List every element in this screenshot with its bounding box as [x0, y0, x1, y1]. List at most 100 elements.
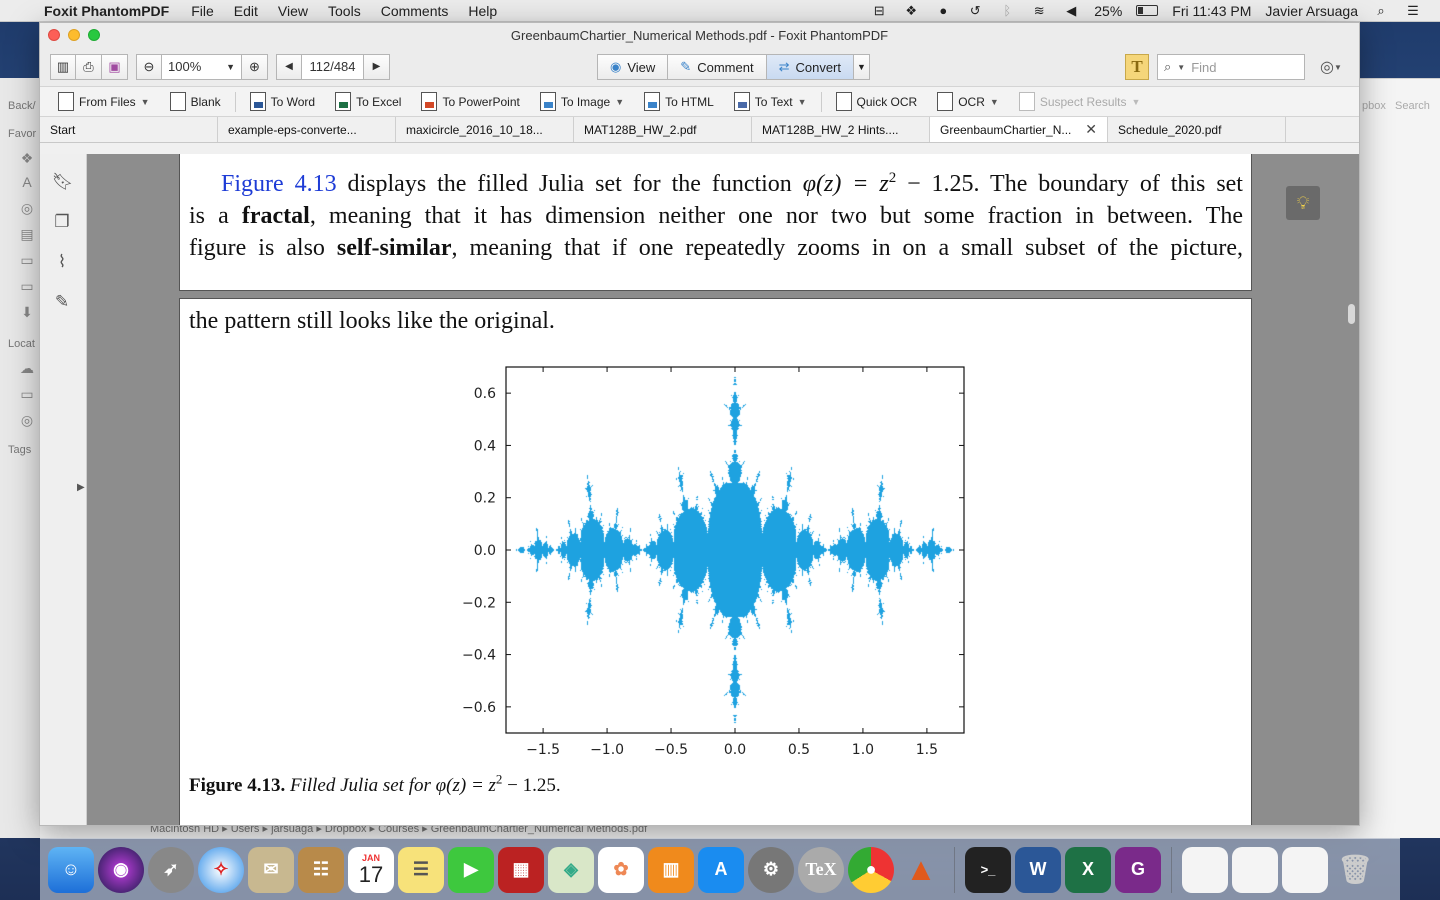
- next-page-button[interactable]: ▶: [364, 53, 390, 80]
- documents-icon[interactable]: ▤: [20, 226, 34, 242]
- menu-file[interactable]: File: [191, 2, 214, 19]
- photos-icon[interactable]: ✿: [598, 846, 644, 893]
- figure-link[interactable]: Figure 4.13: [221, 171, 337, 197]
- applications-icon[interactable]: A: [22, 174, 32, 190]
- tab-schedule[interactable]: Schedule_2020.pdf: [1108, 117, 1286, 142]
- to-html-button[interactable]: To HTML: [636, 90, 722, 114]
- trash-icon[interactable]: 🗑︎: [1337, 854, 1373, 885]
- notes-icon[interactable]: ☰: [398, 846, 444, 893]
- to-powerpoint-button[interactable]: To PowerPoint: [413, 90, 527, 114]
- contacts-icon[interactable]: ☷: [298, 846, 344, 893]
- safari-icon[interactable]: ✧: [198, 846, 244, 893]
- chrome-icon[interactable]: ●: [848, 846, 894, 893]
- to-excel-button[interactable]: To Excel: [327, 90, 409, 114]
- bluetooth-icon[interactable]: ᛒ: [1003, 2, 1012, 18]
- find-input[interactable]: ⌕ ▼ Find: [1157, 54, 1305, 80]
- zoom-out-button[interactable]: ⊖: [136, 53, 162, 80]
- comments-icon[interactable]: ✎: [54, 292, 70, 311]
- finder-back-label[interactable]: Back/: [8, 100, 36, 112]
- time-machine-icon[interactable]: ↺: [969, 2, 981, 18]
- menu-app-name[interactable]: Foxit PhantomPDF: [44, 2, 170, 19]
- close-window-button[interactable]: [48, 29, 60, 41]
- menu-edit[interactable]: Edit: [233, 2, 258, 19]
- print-button[interactable]: ⎙: [76, 53, 102, 80]
- scrollbar-thumb[interactable]: [1348, 304, 1355, 324]
- bookmark-icon[interactable]: 🔖︎: [52, 172, 74, 191]
- word-icon[interactable]: W: [1015, 846, 1061, 893]
- close-tab-icon[interactable]: ✕: [1085, 121, 1097, 137]
- page-number-field[interactable]: 112/484: [302, 53, 364, 80]
- document-thumbnail[interactable]: [1182, 846, 1228, 893]
- tex-icon[interactable]: TeX: [798, 846, 844, 893]
- suspect-results-button[interactable]: Suspect Results ▼: [1011, 90, 1149, 114]
- comment-mode-button[interactable]: ✎ Comment: [668, 54, 767, 80]
- blank-button[interactable]: Blank: [162, 90, 229, 114]
- convert-mode-button[interactable]: ⇄ Convert: [766, 54, 854, 80]
- previous-page-button[interactable]: ◀: [276, 53, 302, 80]
- foxit-icon[interactable]: G: [1115, 846, 1161, 893]
- maps-icon[interactable]: ◈: [548, 846, 594, 893]
- app-store-icon[interactable]: A: [698, 846, 744, 893]
- view-mode-button[interactable]: ◉ View: [597, 54, 669, 80]
- matlab-icon[interactable]: ▲: [905, 851, 937, 887]
- zoom-in-button[interactable]: ⊕: [242, 53, 268, 80]
- screen-icon[interactable]: ⊟: [873, 2, 885, 18]
- ocr-button[interactable]: OCR ▼: [929, 90, 1007, 114]
- airdrop-icon[interactable]: ◎: [20, 200, 34, 216]
- books-icon[interactable]: ▥: [648, 846, 694, 893]
- system-preferences-icon[interactable]: ⚙: [748, 846, 794, 893]
- drive-icon[interactable]: ▭: [20, 252, 34, 268]
- tab-example-eps[interactable]: example-eps-converte...: [218, 117, 396, 142]
- lightbulb-icon[interactable]: 💡︎: [1286, 186, 1320, 220]
- to-image-button[interactable]: To Image ▼: [532, 90, 632, 114]
- tab-start[interactable]: Start: [40, 117, 218, 142]
- disc-icon[interactable]: ◎: [20, 412, 34, 428]
- spotlight-icon[interactable]: ⌕: [1377, 2, 1385, 18]
- user-name[interactable]: Javier Arsuaga: [1265, 2, 1358, 19]
- battery-percent[interactable]: 25%: [1094, 2, 1123, 19]
- desktop-icon[interactable]: ▭: [20, 278, 34, 294]
- terminal-icon[interactable]: >_: [965, 846, 1011, 893]
- dropbox-icon[interactable]: ❖: [905, 2, 918, 18]
- volume-icon[interactable]: ◀: [1066, 2, 1077, 18]
- excel-icon[interactable]: X: [1065, 846, 1111, 893]
- battery-icon[interactable]: [1136, 5, 1159, 16]
- pages-icon[interactable]: ❐: [54, 212, 70, 231]
- siri-icon[interactable]: ◉: [98, 846, 144, 893]
- notification-center-icon[interactable]: ☰: [1407, 2, 1419, 18]
- wifi-icon[interactable]: ≋: [1033, 2, 1045, 18]
- document-viewer[interactable]: 🔖︎ ❐ ⌇ ✎ ▶ Figure 4.13 displays the fill…: [40, 154, 1359, 825]
- calendar-icon[interactable]: JAN 17: [348, 846, 394, 893]
- finder-icon[interactable]: ☺: [48, 846, 94, 893]
- from-files-button[interactable]: From Files ▼: [50, 90, 158, 114]
- save-button[interactable]: ▣: [102, 53, 128, 80]
- menu-tools[interactable]: Tools: [328, 2, 361, 19]
- zoom-select[interactable]: 100% ▼: [162, 53, 242, 80]
- panel-toggle-button[interactable]: ▥: [50, 53, 76, 80]
- account-button[interactable]: ◎ ▼: [1313, 54, 1349, 80]
- attachment-icon[interactable]: ⌇: [57, 252, 67, 271]
- document-thumbnail[interactable]: [1232, 846, 1278, 893]
- finder-search-label[interactable]: Search: [1395, 100, 1430, 112]
- triangle-right-icon[interactable]: ▶: [77, 482, 85, 493]
- mail-icon[interactable]: ✉: [248, 846, 294, 893]
- tab-greenbaum[interactable]: GreenbaumChartier_N... ✕: [930, 117, 1108, 142]
- clock[interactable]: Fri 11:43 PM: [1172, 2, 1252, 19]
- computer-icon[interactable]: ▭: [20, 386, 34, 402]
- mode-more-button[interactable]: ▼: [854, 54, 870, 80]
- launchpad-icon[interactable]: ➶: [148, 846, 194, 893]
- tab-maxicircle[interactable]: maxicircle_2016_10_18...: [396, 117, 574, 142]
- icloud-icon[interactable]: ☁: [20, 360, 34, 376]
- typewriter-button[interactable]: T: [1125, 54, 1149, 80]
- dropbox-icon[interactable]: ❖: [20, 150, 34, 166]
- tab-mat128b-hw2-hints[interactable]: MAT128B_HW_2 Hints....: [752, 117, 930, 142]
- quick-ocr-button[interactable]: Quick OCR: [828, 90, 926, 114]
- tab-mat128b-hw2[interactable]: MAT128B_HW_2.pdf: [574, 117, 752, 142]
- facetime-icon[interactable]: ▶: [448, 846, 494, 893]
- document-thumbnail[interactable]: [1282, 846, 1328, 893]
- minimize-window-button[interactable]: [68, 29, 80, 41]
- status-icon[interactable]: ●: [939, 2, 948, 18]
- photo-booth-icon[interactable]: ▦: [498, 846, 544, 893]
- downloads-icon[interactable]: ⬇: [21, 304, 33, 320]
- to-text-button[interactable]: To Text ▼: [726, 90, 815, 114]
